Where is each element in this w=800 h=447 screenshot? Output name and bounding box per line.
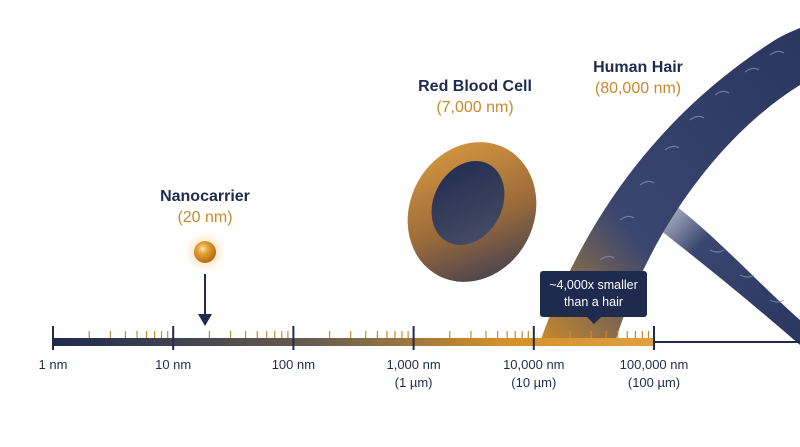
human-hair-illustration [540, 28, 800, 345]
hair-strand-front [540, 28, 800, 342]
human-hair-size: (80,000 nm) [594, 80, 682, 97]
tick-label-value: 1,000 nm [386, 357, 441, 372]
scale-tick-label: 1 nm [3, 356, 103, 374]
tick-label-value: 10,000 nm [503, 357, 565, 372]
scale-gradient-bar [53, 338, 654, 346]
tick-label-unit: (1 µm) [394, 375, 433, 390]
callout-line-2: than a hair [563, 295, 624, 309]
red-blood-cell-name: Red Blood Cell [418, 78, 532, 95]
scale-tick-label: 10 nm [123, 356, 223, 374]
scale-tick-label: 1,000 nm (1 µm) [364, 356, 464, 392]
tick-label-unit: (100 µm) [627, 375, 681, 390]
nanocarrier-illustration [185, 232, 225, 272]
nanocarrier-arrow [198, 274, 212, 326]
comparison-callout: ~4,000x smaller than a hair [540, 271, 647, 324]
scale-tick-label: 100,000 nm (100 µm) [604, 356, 704, 392]
nanocarrier-name: Nanocarrier [160, 188, 250, 205]
tick-label-value: 100,000 nm [619, 357, 689, 372]
human-hair-name: Human Hair [593, 59, 683, 76]
tick-label-unit: (10 µm) [511, 375, 557, 390]
red-blood-cell-illustration [407, 142, 537, 282]
log-scale-bar [52, 326, 800, 350]
scale-tick-label: 100 nm [243, 356, 343, 374]
scale-tick-label: 10,000 nm (10 µm) [484, 356, 584, 392]
red-blood-cell-size: (7,000 nm) [436, 99, 514, 116]
tick-label-value: 10 nm [155, 357, 192, 372]
callout-line-1: ~4,000x smaller [549, 278, 638, 292]
tick-label-value: 1 nm [38, 357, 68, 372]
nanocarrier-size: (20 nm) [177, 209, 233, 226]
hair-strand-back [660, 200, 800, 345]
tick-label-value: 100 nm [271, 357, 316, 372]
